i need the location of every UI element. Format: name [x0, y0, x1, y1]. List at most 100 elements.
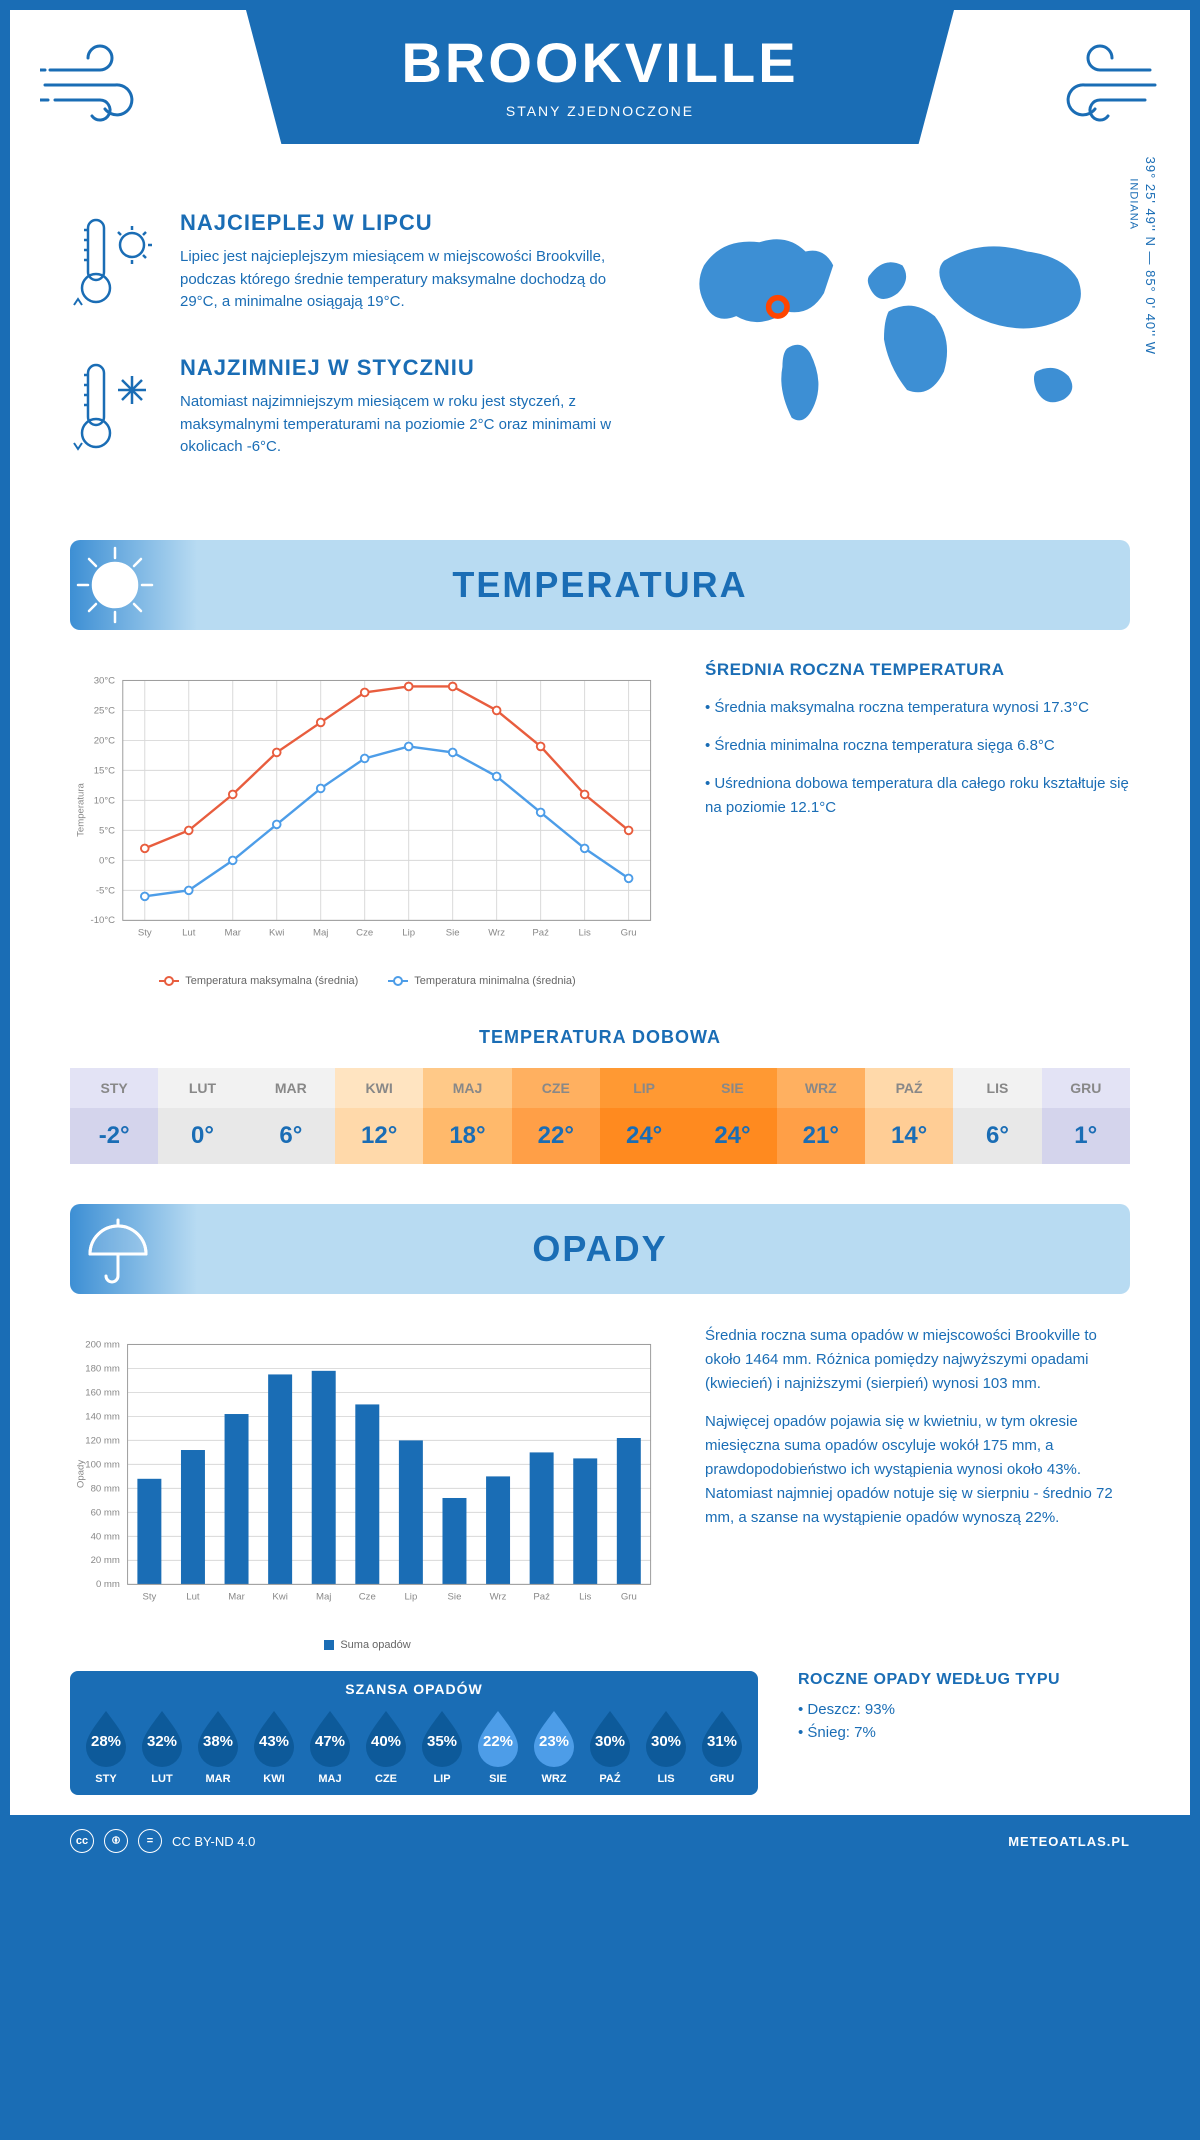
svg-text:200 mm: 200 mm: [85, 1339, 120, 1350]
temp-cell: LUT0°: [158, 1068, 246, 1164]
footer: cc 🅯 = CC BY-ND 4.0 METEOATLAS.PL: [10, 1815, 1190, 1867]
legend-min: Temperatura minimalna (średnia): [388, 975, 575, 987]
chance-drop: 43%KWI: [248, 1707, 300, 1785]
svg-text:160 mm: 160 mm: [85, 1387, 120, 1398]
precip-type-panel: ROCZNE OPADY WEDŁUG TYPU • Deszcz: 93% •…: [798, 1671, 1130, 1795]
by-icon: 🅯: [104, 1829, 128, 1853]
temperature-content: -10°C-5°C0°C5°C10°C15°C20°C25°C30°CStyLu…: [10, 630, 1190, 1017]
svg-text:Sie: Sie: [448, 1592, 462, 1603]
svg-text:120 mm: 120 mm: [85, 1435, 120, 1446]
svg-text:100 mm: 100 mm: [85, 1459, 120, 1470]
svg-text:Lut: Lut: [186, 1592, 200, 1603]
svg-text:15°C: 15°C: [94, 765, 115, 776]
svg-text:0 mm: 0 mm: [96, 1579, 120, 1590]
svg-text:Sie: Sie: [446, 928, 460, 939]
temp-cell: KWI12°: [335, 1068, 423, 1164]
svg-text:Lip: Lip: [402, 928, 415, 939]
chance-drop: 28%STY: [80, 1707, 132, 1785]
svg-text:Lip: Lip: [404, 1592, 417, 1603]
svg-text:60 mm: 60 mm: [91, 1507, 120, 1518]
coldest-block: NAJZIMNIEJ W STYCZNIU Natomiast najzimni…: [70, 355, 626, 470]
chance-drop: 40%CZE: [360, 1707, 412, 1785]
temperature-chart: -10°C-5°C0°C5°C10°C15°C20°C25°C30°CStyLu…: [70, 660, 665, 987]
svg-text:Lis: Lis: [579, 928, 591, 939]
chance-drop: 32%LUT: [136, 1707, 188, 1785]
temperature-section-header: TEMPERATURA: [70, 540, 1130, 630]
svg-text:Wrz: Wrz: [488, 928, 505, 939]
map-column: INDIANA 39° 25' 49'' N — 85° 0' 40'' W: [666, 210, 1130, 500]
svg-text:Lis: Lis: [579, 1592, 591, 1603]
svg-text:40 mm: 40 mm: [91, 1531, 120, 1542]
site-name: METEOATLAS.PL: [1008, 1834, 1130, 1849]
chance-drop: 47%MAJ: [304, 1707, 356, 1785]
svg-text:Sty: Sty: [142, 1592, 156, 1603]
avg-temp-b1: • Średnia maksymalna roczna temperatura …: [705, 696, 1130, 720]
legend-precip: Suma opadów: [324, 1639, 410, 1651]
temp-cell: STY-2°: [70, 1068, 158, 1164]
temp-cell: PAŹ14°: [865, 1068, 953, 1164]
svg-text:-5°C: -5°C: [96, 885, 115, 896]
chance-title: SZANSA OPADÓW: [80, 1681, 748, 1697]
precip-title: OPADY: [160, 1228, 1040, 1270]
license-block: cc 🅯 = CC BY-ND 4.0: [70, 1829, 255, 1853]
chance-drop: 35%LIP: [416, 1707, 468, 1785]
precip-chart: 0 mm20 mm40 mm60 mm80 mm100 mm120 mm140 …: [70, 1324, 665, 1651]
precip-snow: • Śnieg: 7%: [798, 1724, 1130, 1741]
svg-text:Sty: Sty: [138, 928, 152, 939]
avg-temp-title: ŚREDNIA ROCZNA TEMPERATURA: [705, 660, 1130, 680]
svg-text:Kwi: Kwi: [272, 1592, 287, 1603]
svg-text:5°C: 5°C: [99, 825, 115, 836]
precip-summary: Średnia roczna suma opadów w miejscowośc…: [705, 1324, 1130, 1651]
intro-section: NAJCIEPLEJ W LIPCU Lipiec jest najcieple…: [10, 190, 1190, 540]
svg-text:-10°C: -10°C: [91, 915, 116, 926]
sun-icon: [70, 540, 160, 630]
precip-p1: Średnia roczna suma opadów w miejscowośc…: [705, 1324, 1130, 1396]
svg-text:Wrz: Wrz: [490, 1592, 507, 1603]
hottest-title: NAJCIEPLEJ W LIPCU: [180, 210, 626, 236]
avg-temp-b2: • Średnia minimalna roczna temperatura s…: [705, 734, 1130, 758]
daily-temperature-section: TEMPERATURA DOBOWA STY-2°LUT0°MAR6°KWI12…: [10, 1017, 1190, 1204]
temp-cell: WRZ21°: [777, 1068, 865, 1164]
chance-drop: 30%LIS: [640, 1707, 692, 1785]
svg-text:Gru: Gru: [621, 928, 637, 939]
chance-drop: 23%WRZ: [528, 1707, 580, 1785]
coldest-text: Natomiast najzimniejszym miesiącem w rok…: [180, 391, 626, 459]
nd-icon: =: [138, 1829, 162, 1853]
svg-text:30°C: 30°C: [94, 675, 115, 686]
svg-text:Paź: Paź: [533, 1592, 550, 1603]
temp-cell: SIE24°: [688, 1068, 776, 1164]
svg-text:Kwi: Kwi: [269, 928, 284, 939]
temperature-summary: ŚREDNIA ROCZNA TEMPERATURA • Średnia mak…: [705, 660, 1130, 987]
svg-text:20 mm: 20 mm: [91, 1555, 120, 1566]
hottest-text: Lipiec jest najcieplejszym miesiącem w m…: [180, 246, 626, 314]
svg-text:140 mm: 140 mm: [85, 1411, 120, 1422]
precip-legend: Suma opadów: [70, 1639, 665, 1651]
temperature-title: TEMPERATURA: [160, 564, 1040, 606]
hottest-block: NAJCIEPLEJ W LIPCU Lipiec jest najcieple…: [70, 210, 626, 325]
chance-panel: SZANSA OPADÓW 28%STY32%LUT38%MAR43%KWI47…: [70, 1671, 758, 1795]
chance-drop: 22%SIE: [472, 1707, 524, 1785]
infographic-page: BROOKVILLE STANY ZJEDNOCZONE: [10, 10, 1190, 1867]
svg-text:Maj: Maj: [316, 1592, 331, 1603]
svg-text:Lut: Lut: [182, 928, 196, 939]
country-subtitle: STANY ZJEDNOCZONE: [246, 103, 954, 119]
precip-p2: Najwięcej opadów pojawia się w kwietniu,…: [705, 1410, 1130, 1530]
svg-text:Maj: Maj: [313, 928, 328, 939]
coldest-title: NAJZIMNIEJ W STYCZNIU: [180, 355, 626, 381]
intro-text-column: NAJCIEPLEJ W LIPCU Lipiec jest najcieple…: [70, 210, 626, 500]
thermometer-sun-icon: [70, 210, 160, 325]
license-text: CC BY-ND 4.0: [172, 1834, 255, 1849]
svg-text:Mar: Mar: [224, 928, 241, 939]
cc-icon: cc: [70, 1829, 94, 1853]
svg-text:Mar: Mar: [228, 1592, 245, 1603]
chance-drop: 31%GRU: [696, 1707, 748, 1785]
svg-text:Cze: Cze: [356, 928, 373, 939]
svg-text:Opady: Opady: [75, 1460, 86, 1488]
svg-text:20°C: 20°C: [94, 735, 115, 746]
region-label: INDIANA: [1128, 178, 1140, 230]
thermometer-snow-icon: [70, 355, 160, 470]
temp-cell: LIS6°: [953, 1068, 1041, 1164]
legend-max: Temperatura maksymalna (średnia): [159, 975, 358, 987]
svg-text:180 mm: 180 mm: [85, 1363, 120, 1374]
temp-cell: CZE22°: [512, 1068, 600, 1164]
